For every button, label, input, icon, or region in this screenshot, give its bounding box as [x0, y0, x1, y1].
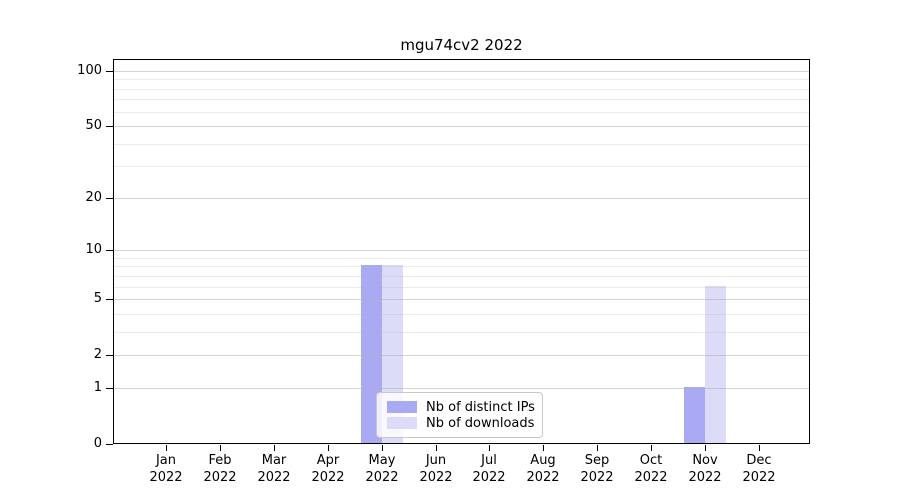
- y-tick-label-100: 100: [77, 63, 102, 78]
- chart-title: mgu74cv2 2022: [400, 36, 523, 54]
- gridline-major-50: [114, 126, 809, 127]
- y-tick-mark-2: [106, 355, 113, 356]
- x-tick-label-mar: Mar 2022: [257, 453, 291, 485]
- x-tick-mark-may: [382, 445, 383, 451]
- y-tick-label-1: 1: [93, 380, 102, 395]
- y-tick-mark-10: [106, 250, 113, 251]
- x-tick-label-dec: Dec 2022: [742, 453, 776, 485]
- x-tick-label-jul: Jul 2022: [472, 453, 506, 485]
- x-tick-mark-apr: [328, 445, 329, 451]
- gridline-minor-30: [114, 166, 809, 167]
- x-tick-label-nov: Nov 2022: [688, 453, 722, 485]
- x-tick-label-oct: Oct 2022: [634, 453, 668, 485]
- legend-item-distinct-ips: Nb of distinct IPs: [387, 399, 535, 415]
- gridline-major-1: [114, 388, 809, 389]
- legend-label-downloads: Nb of downloads: [426, 415, 535, 431]
- x-tick-label-aug: Aug 2022: [526, 453, 560, 485]
- x-tick-mark-dec: [759, 445, 760, 451]
- x-tick-label-sep: Sep 2022: [580, 453, 614, 485]
- x-tick-mark-feb: [220, 445, 221, 451]
- gridline-major-20: [114, 198, 809, 199]
- x-tick-label-jun: Jun 2022: [419, 453, 453, 485]
- gridline-major-2: [114, 355, 809, 356]
- x-tick-mark-mar: [274, 445, 275, 451]
- plot-area: [113, 59, 810, 444]
- gridline-minor-9: [114, 258, 809, 259]
- x-tick-label-jan: Jan 2022: [149, 453, 183, 485]
- gridline-minor-60: [114, 112, 809, 113]
- gridline-minor-7: [114, 276, 809, 277]
- y-tick-label-20: 20: [85, 190, 102, 205]
- y-tick-mark-20: [106, 198, 113, 199]
- y-tick-label-50: 50: [85, 118, 102, 133]
- x-tick-mark-jan: [166, 445, 167, 451]
- gridline-minor-8: [114, 266, 809, 267]
- y-tick-mark-50: [106, 126, 113, 127]
- y-tick-mark-5: [106, 299, 113, 300]
- gridline-major-100: [114, 71, 809, 72]
- gridline-major-10: [114, 250, 809, 251]
- bar-nov-distinct-ips: [684, 387, 705, 443]
- x-tick-mark-jun: [436, 445, 437, 451]
- gridline-minor-70: [114, 99, 809, 100]
- y-tick-label-10: 10: [85, 242, 102, 257]
- x-tick-mark-nov: [705, 445, 706, 451]
- gridline-minor-40: [114, 144, 809, 145]
- y-tick-label-2: 2: [93, 347, 102, 362]
- gridline-minor-6: [114, 287, 809, 288]
- legend-swatch-downloads-icon: [387, 417, 417, 429]
- y-tick-label-5: 5: [93, 291, 102, 306]
- y-tick-label-0: 0: [93, 436, 102, 451]
- legend-swatch-distinct-ips-icon: [387, 401, 417, 413]
- x-tick-mark-aug: [543, 445, 544, 451]
- y-tick-mark-0: [106, 444, 113, 445]
- gridline-minor-4: [114, 314, 809, 315]
- legend-label-distinct-ips: Nb of distinct IPs: [426, 399, 535, 415]
- x-tick-mark-sep: [597, 445, 598, 451]
- gridline-major-5: [114, 299, 809, 300]
- gridline-minor-90: [114, 79, 809, 80]
- gridline-minor-80: [114, 89, 809, 90]
- bar-nov-downloads: [705, 286, 726, 443]
- legend: Nb of distinct IPs Nb of downloads: [376, 392, 543, 438]
- y-tick-mark-100: [106, 71, 113, 72]
- gridline-minor-3: [114, 332, 809, 333]
- y-tick-mark-1: [106, 388, 113, 389]
- x-tick-label-may: May 2022: [365, 453, 399, 485]
- x-tick-mark-oct: [651, 445, 652, 451]
- x-tick-label-apr: Apr 2022: [311, 453, 345, 485]
- x-tick-mark-jul: [489, 445, 490, 451]
- legend-item-downloads: Nb of downloads: [387, 415, 534, 431]
- x-tick-label-feb: Feb 2022: [203, 453, 237, 485]
